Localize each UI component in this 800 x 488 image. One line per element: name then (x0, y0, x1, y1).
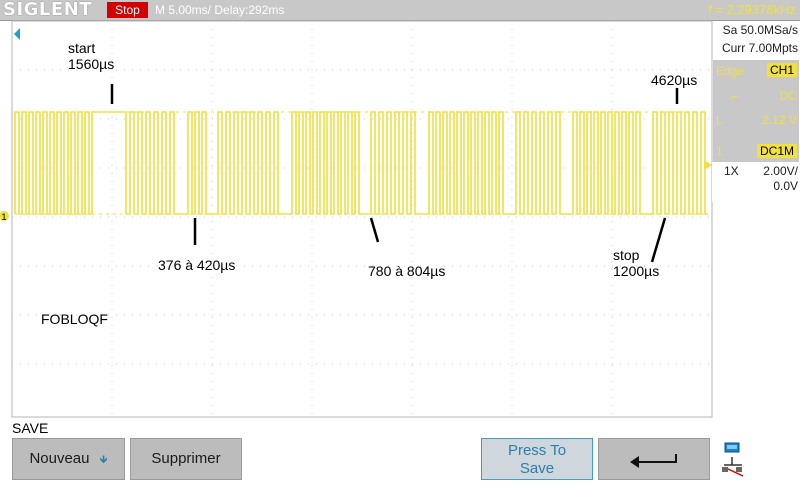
channel-coupling: DC1M (756, 144, 797, 158)
channel-number: 1 (716, 144, 723, 158)
return-arrow-icon (630, 454, 677, 468)
channel-1-marker-icon[interactable]: 1 (0, 211, 9, 222)
trigger-level: 2.12 V (762, 113, 797, 127)
probe-ratio: 1X (724, 164, 739, 178)
frequency-readout: f = 2.29378kHz (708, 2, 796, 17)
high-annotation: 4620µs (651, 72, 698, 88)
gap-annotation: 376 à 420µs (158, 257, 236, 273)
memory-depth: Curr 7.00Mpts (721, 41, 798, 55)
trigger-coupling: DC (779, 89, 797, 103)
press-to-save-button[interactable]: Press To Save (481, 438, 593, 480)
menu-title: SAVE (12, 420, 49, 436)
network-icon (722, 442, 744, 477)
run-state-badge[interactable]: Stop (107, 2, 148, 18)
channel-readout: 1X 2.00V/ 0.0V (712, 162, 800, 202)
trigger-level-label: L (716, 113, 723, 127)
trigger-position-icon (14, 28, 20, 40)
vertical-offset: 0.0V (773, 179, 798, 193)
timebase-readout[interactable]: M 5.00ms/ Delay:292ms (155, 3, 285, 17)
trigger-type: Edge (716, 64, 745, 78)
trigger-source: CH1 (766, 63, 797, 77)
new-button[interactable]: Nouveau 🡻 (12, 438, 125, 480)
ch1-trace (14, 111, 708, 215)
press-to-save-label: Press To Save (507, 442, 567, 477)
trigger-panel[interactable]: Edge CH1 ⌐ DC L 2.12 V (713, 60, 799, 153)
signal-name-label: FOBLOQF (41, 311, 108, 327)
trigger-slope-icon: ⌐ (731, 89, 739, 104)
annotation-pointers (110, 84, 679, 263)
svg-text:1: 1 (1, 212, 6, 222)
network-status[interactable] (715, 438, 800, 480)
trigger-level-icon[interactable] (704, 160, 712, 170)
status-bar: SIGLENT Stop M 5.00ms/ Delay:292ms f = 2… (0, 0, 800, 21)
side-panel: Sa 50.0MSa/s Curr 7.00Mpts Edge CH1 ⌐ DC… (712, 21, 800, 441)
start-annotation: start 1560µs (68, 40, 115, 72)
chevron-down-icon: 🡻 (99, 454, 108, 466)
vertical-scale: 2.00V/ (763, 164, 798, 178)
back-button[interactable] (598, 438, 710, 480)
graticule (12, 21, 712, 417)
sample-rate: Sa 50.0MSa/s (722, 23, 798, 37)
delete-button[interactable]: Supprimer (130, 438, 242, 480)
new-button-label: Nouveau (29, 450, 90, 467)
stop-annotation: stop 1200µs (613, 247, 660, 279)
long-gap-annotation: 780 à 804µs (368, 263, 446, 279)
ch1-waveform-path (14, 111, 708, 215)
siglent-logo: SIGLENT (3, 0, 93, 20)
